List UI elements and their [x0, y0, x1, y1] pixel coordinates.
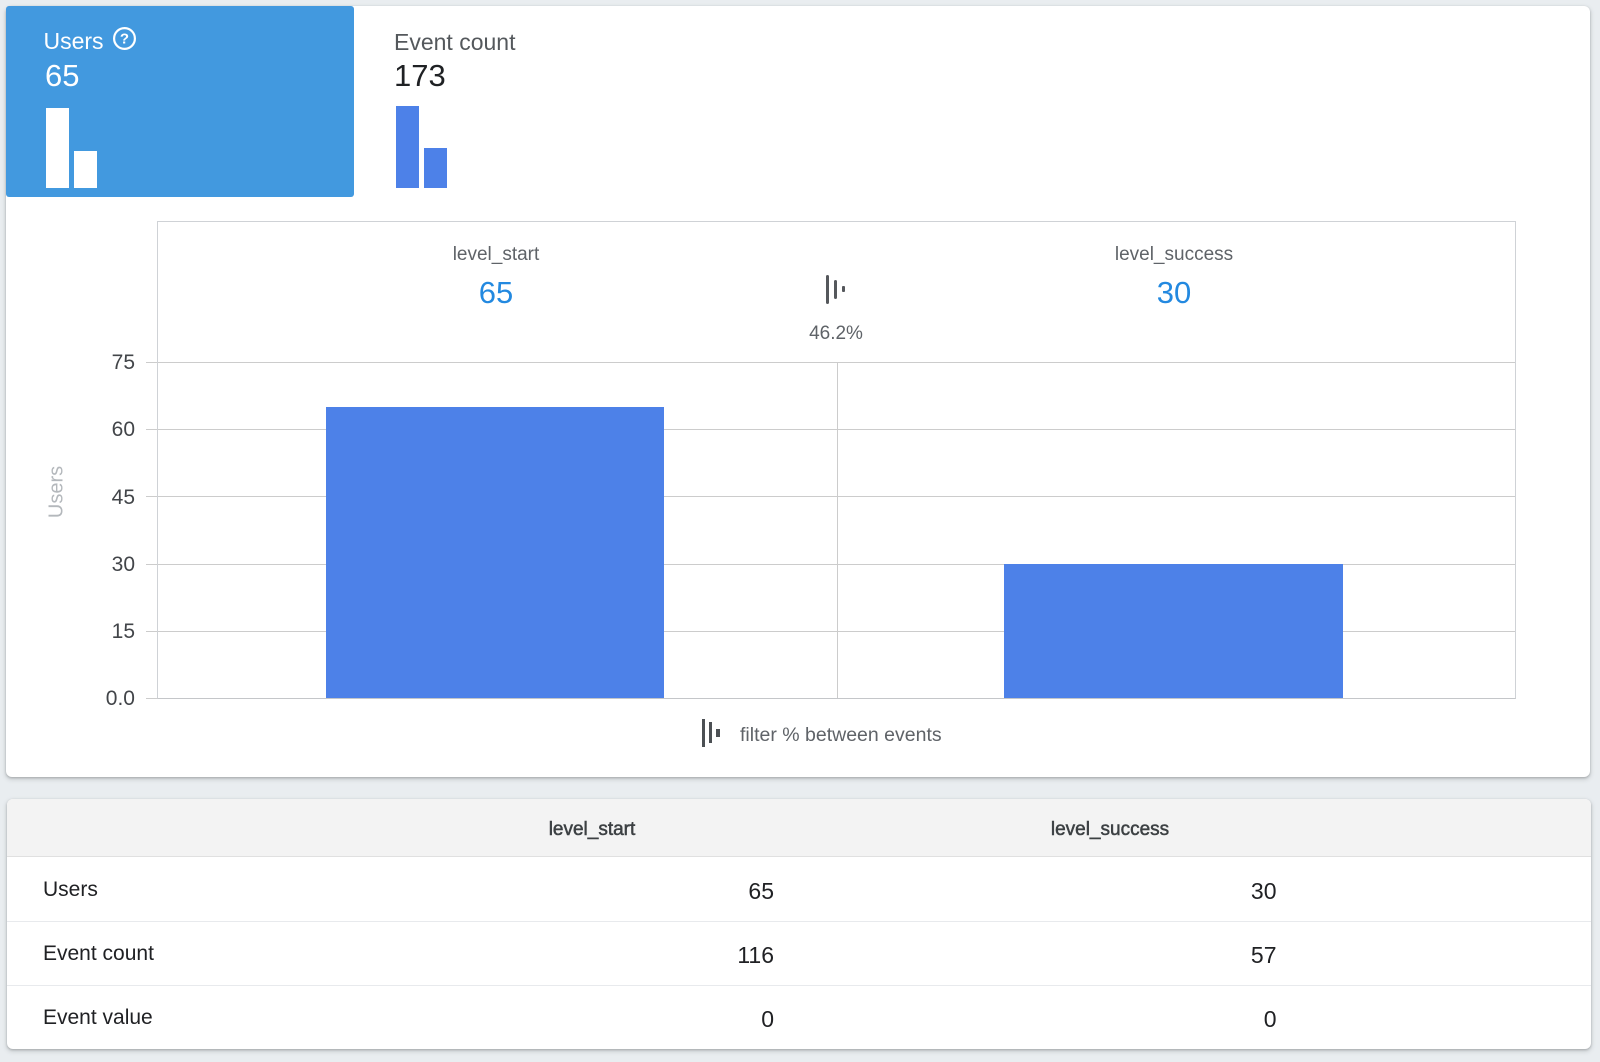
svg-text:?: ? [120, 31, 129, 48]
